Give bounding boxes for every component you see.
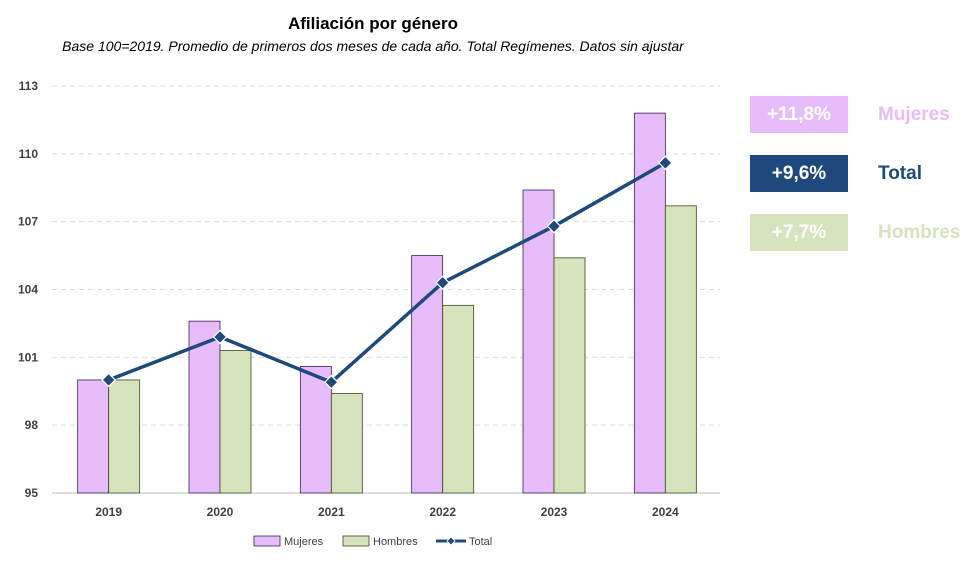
legend-label-hombres: Hombres <box>373 536 418 548</box>
x-tick-label: 2022 <box>429 505 456 519</box>
mujeres-change-badge: +11,8% <box>750 96 848 133</box>
total-change-label: Total <box>878 163 922 184</box>
total-line <box>108 161 667 384</box>
y-tick-label: 110 <box>19 147 39 161</box>
y-tick-label: 113 <box>19 79 39 93</box>
x-tick-label: 2023 <box>541 505 568 519</box>
hombres-change-badge: +7,7% <box>750 214 848 251</box>
legend-swatch-mujeres <box>253 535 281 547</box>
legend-label-total: Total <box>469 536 492 548</box>
x-tick-label: 2021 <box>318 505 345 519</box>
legend-swatch-hombres <box>342 535 370 547</box>
bar-hombres-2024 <box>664 205 697 494</box>
mujeres-change-label: Mujeres <box>878 104 950 125</box>
total-marker-2023 <box>546 218 562 234</box>
bar-hombres-2022 <box>442 304 475 494</box>
bar-hombres-2020 <box>219 350 252 494</box>
y-tick-label: 98 <box>25 418 39 432</box>
x-tick-label: 2024 <box>652 505 679 519</box>
total-change-badge: +9,6% <box>750 155 848 192</box>
bar-hombres-2021 <box>330 393 363 494</box>
bar-mujeres-2019 <box>77 379 110 494</box>
bar-mujeres-2022 <box>411 255 444 494</box>
chart-title: Afiliación por género <box>287 14 459 33</box>
y-tick-label: 95 <box>25 486 39 500</box>
y-tick-label: 104 <box>18 283 38 297</box>
legend-label-mujeres: Mujeres <box>284 536 324 548</box>
y-tick-label: 107 <box>18 215 38 229</box>
total-marker-2020 <box>212 329 228 345</box>
bar-hombres-2023 <box>553 257 586 494</box>
total-marker-2022 <box>435 275 451 291</box>
total-marker-2024 <box>657 155 673 171</box>
legend-marker-total <box>446 536 456 546</box>
x-tick-label: 2019 <box>95 505 122 519</box>
chart-subtitle: Base 100=2019. Promedio de primeros dos … <box>62 38 684 54</box>
bar-mujeres-2024 <box>633 112 666 494</box>
bar-hombres-2019 <box>108 379 141 494</box>
x-tick-label: 2020 <box>207 505 234 519</box>
hombres-change-label: Hombres <box>878 222 961 243</box>
bar-mujeres-2020 <box>188 320 221 494</box>
total-marker-2021 <box>323 374 339 390</box>
y-tick-label: 101 <box>18 350 38 364</box>
total-marker-2019 <box>101 372 117 388</box>
bar-mujeres-2021 <box>299 365 332 494</box>
